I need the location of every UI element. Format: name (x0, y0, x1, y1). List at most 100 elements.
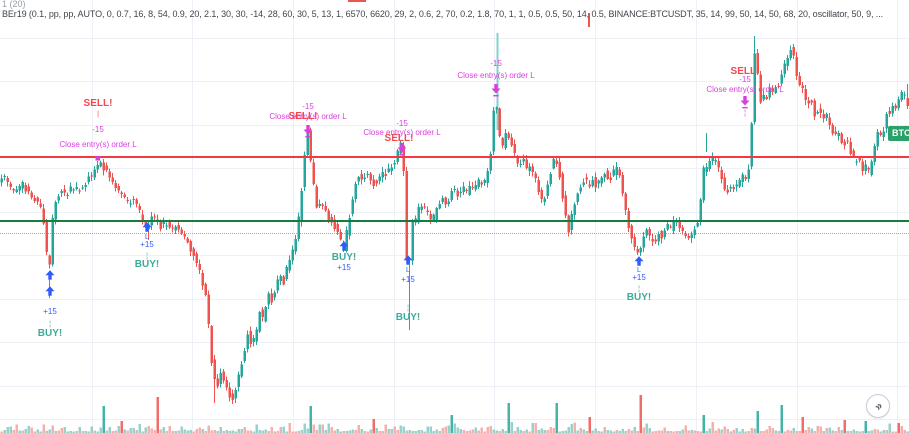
candle-body (741, 174, 744, 182)
volume-bar (744, 431, 747, 433)
volume-bar (429, 426, 432, 433)
volume-bar (810, 428, 813, 433)
volume-bar (441, 428, 444, 433)
volume-bar (258, 430, 261, 433)
candle-body (906, 98, 909, 106)
volume-bar (168, 426, 171, 433)
buy-arrow-up-icon (45, 270, 55, 280)
pink-dotted-line[interactable] (0, 233, 909, 234)
volume-bar (819, 426, 822, 433)
close-order-label: Close entry(s) order L (706, 85, 784, 94)
volume-bar (147, 425, 150, 433)
candle-body (522, 159, 525, 162)
candle-body (666, 223, 669, 230)
volume-bar (630, 430, 633, 433)
candle-body (669, 226, 672, 228)
volume-bar (96, 431, 99, 433)
volume-bar (111, 431, 114, 433)
volume-bar (216, 431, 219, 433)
pane-collapse-button[interactable]: » (866, 394, 890, 418)
volume-bar (780, 405, 783, 433)
volume-bar (276, 430, 279, 433)
candle-body (516, 156, 519, 164)
candle-body (642, 236, 645, 248)
volume-bar (852, 429, 855, 433)
volume-bar (363, 431, 366, 433)
volume-bar (900, 425, 903, 433)
green-entry-line[interactable] (0, 220, 909, 222)
candle-body (384, 173, 387, 176)
volume-bar (483, 431, 486, 433)
indicator-label-partial[interactable]: 1 (20) (2, 0, 26, 9)
candle-body (324, 206, 327, 211)
candle-body (537, 179, 540, 193)
volume-bar (105, 430, 108, 433)
volume-bar (504, 431, 507, 433)
candle-body (183, 234, 186, 237)
tick-mark: ¦ (49, 321, 51, 328)
volume-bar (717, 428, 720, 433)
candle-body (903, 94, 906, 96)
candle-body (867, 168, 870, 170)
volume-bar (426, 426, 429, 433)
candle-body (435, 208, 438, 220)
candle-body (648, 228, 651, 236)
volume-bar (864, 421, 867, 433)
candle-body (249, 331, 252, 345)
volume-bar (528, 431, 531, 433)
volume-bar (459, 429, 462, 433)
volume-bar (420, 430, 423, 433)
candle-body (810, 100, 813, 103)
sell-label: SELL! (730, 66, 760, 77)
tick-mark: ¦ (146, 253, 148, 260)
candle-body (327, 210, 330, 220)
candle-body (30, 192, 33, 198)
volume-bar (156, 397, 159, 433)
volume-bar (897, 423, 900, 433)
candle-body (24, 184, 27, 192)
candle-body (558, 161, 561, 178)
candle-body (351, 199, 354, 214)
candle-body (93, 169, 96, 178)
volume-bar (903, 430, 906, 433)
volume-bar (3, 430, 6, 433)
candle-body (510, 137, 513, 146)
volume-bar (21, 430, 24, 433)
strategy-params-label[interactable]: BEr19 (0.1, pp, pp, AUTO, 0, 0.7, 16, 8,… (2, 9, 884, 20)
candle-body (444, 197, 447, 205)
pnl-label: -15 (396, 119, 408, 128)
volume-bar (99, 427, 102, 433)
volume-bar (618, 431, 621, 433)
candle-body (141, 214, 144, 220)
candle-body (594, 177, 597, 188)
candle-body (126, 199, 129, 202)
candle-body (246, 334, 249, 349)
candle-body (159, 221, 162, 230)
close-marker-square-icon (95, 156, 101, 161)
volume-bar (117, 425, 120, 433)
candle-body (162, 220, 165, 225)
candle-body (729, 187, 732, 189)
close-order-label: Close entry(s) order L (363, 128, 441, 137)
candle-body (81, 187, 84, 189)
candle-body (291, 249, 294, 261)
volume-bar (642, 427, 645, 433)
volume-bar (666, 430, 669, 433)
candle-body (90, 175, 93, 177)
volume-bar (858, 431, 861, 433)
candle-body (702, 167, 705, 201)
volume-bar (777, 431, 780, 433)
volume-bar (582, 429, 585, 433)
candle-body (456, 190, 459, 197)
candle-body (822, 114, 825, 119)
candle-body (804, 89, 807, 101)
volume-bar (249, 430, 252, 433)
volume-bar (729, 431, 732, 433)
candle-body (876, 132, 879, 147)
volume-bar (69, 431, 72, 433)
volume-bar (492, 429, 495, 433)
red-stop-line[interactable] (0, 156, 909, 158)
candle-body (633, 237, 636, 247)
candle-body (198, 264, 201, 270)
